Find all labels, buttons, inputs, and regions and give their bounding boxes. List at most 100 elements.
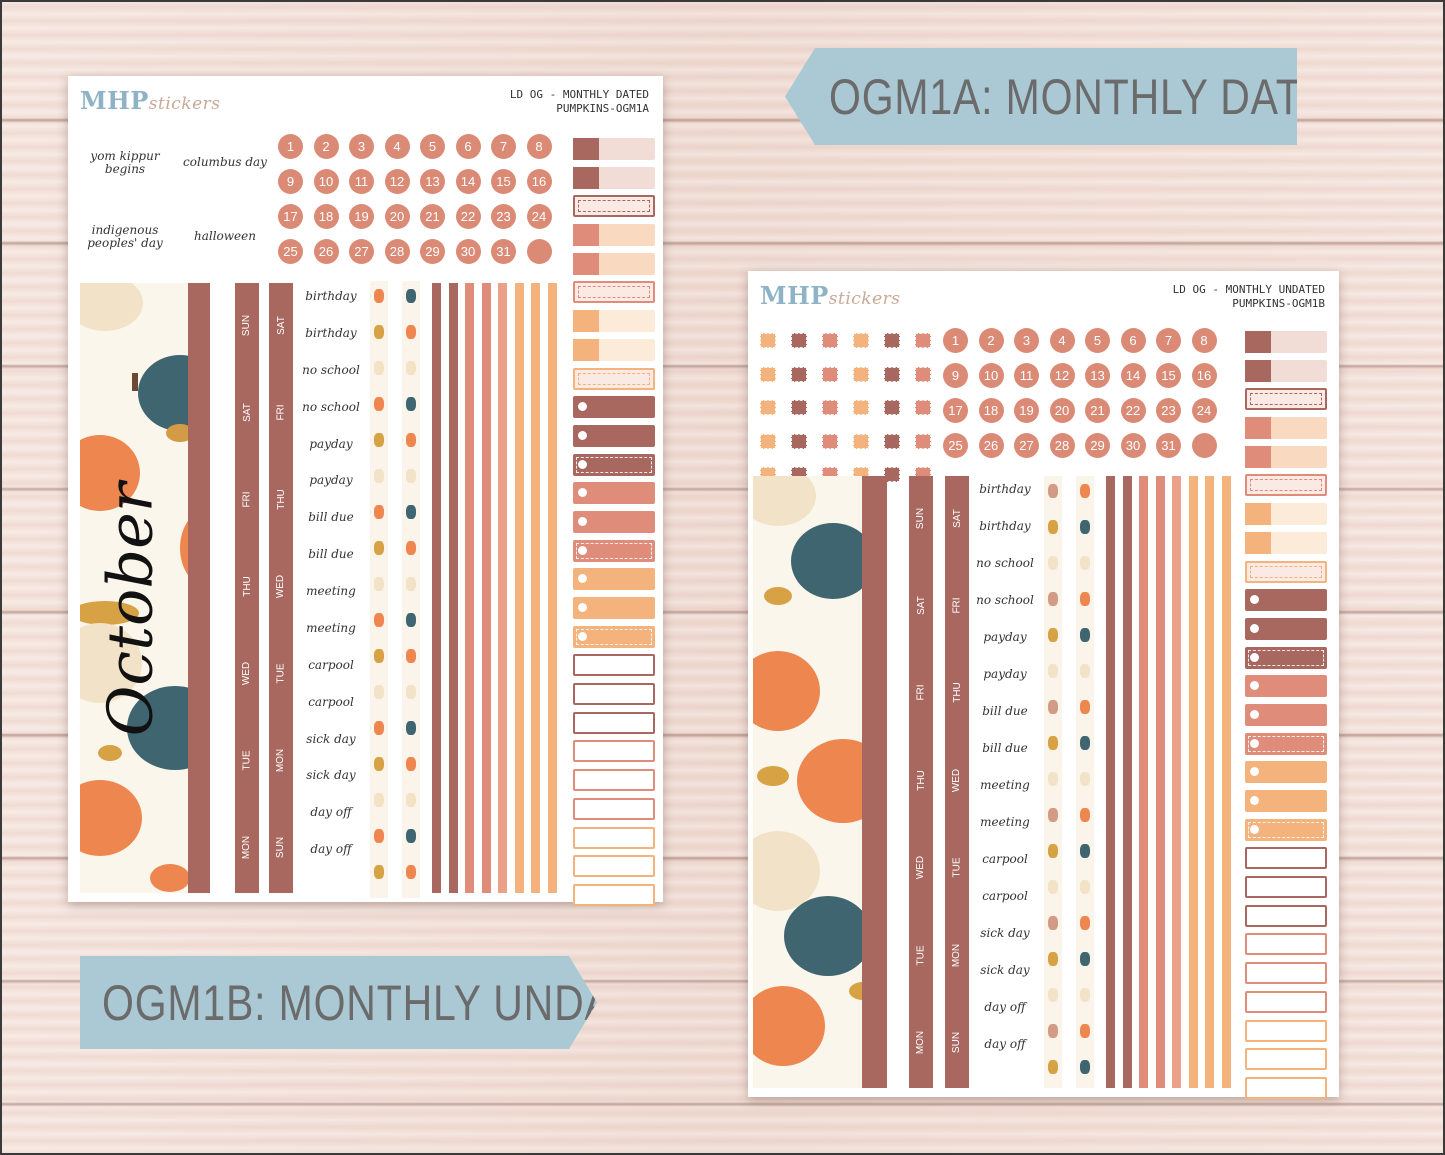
date-circle: 8 — [526, 134, 552, 159]
pumpkin-icon — [1080, 1060, 1090, 1074]
pumpkin-icon — [1048, 520, 1058, 534]
checklist-sticker — [1245, 761, 1327, 784]
pumpkin-icon — [374, 397, 384, 411]
checklist-sticker — [1245, 990, 1327, 1013]
square-checkbox-icon — [791, 433, 807, 449]
checklist-column — [573, 138, 655, 913]
color-stripe — [1205, 476, 1214, 1088]
day-label: MON — [269, 747, 293, 775]
checkbox-dot-icon — [1250, 623, 1259, 633]
checklist-sticker — [573, 539, 655, 562]
pumpkin-pattern-art — [753, 476, 865, 1066]
day-label-text: MON — [275, 749, 287, 773]
checklist-sticker — [1245, 933, 1327, 956]
checklist-sticker — [573, 195, 655, 218]
holiday-words: yom kippur begins columbus day indigenou… — [80, 150, 280, 290]
square-checkbox-icon — [822, 400, 838, 415]
checklist-side — [573, 224, 599, 247]
date-circle: 4 — [1049, 328, 1075, 353]
day-label: MON — [235, 834, 259, 862]
color-stripe — [1188, 476, 1198, 1088]
color-stripe — [448, 283, 458, 893]
sheet-code-line1: LD OG - MONTHLY UNDATED — [1172, 283, 1325, 296]
checklist-sticker — [1245, 589, 1327, 612]
checklist-sticker — [573, 826, 655, 849]
pumpkin-pattern-art — [80, 283, 192, 892]
date-circle: 11 — [349, 169, 374, 194]
checklist-sticker — [1245, 560, 1327, 583]
date-circle: 31 — [1156, 433, 1181, 458]
event-word: sick day — [980, 926, 1030, 940]
checklist-dash — [576, 628, 652, 645]
day-label: THU — [945, 679, 969, 707]
checkbox-dot-icon — [578, 603, 587, 612]
date-circles-grid: 1 2 3 4 5 6 7 8 9 10 11 12 13 14 15 16 17 18 19 20 21 22 23 24 2… — [278, 134, 556, 264]
day-label-text: SAT — [241, 402, 253, 422]
pumpkin-icon — [374, 721, 384, 735]
square-checkbox-icon — [822, 366, 838, 382]
day-label: SUN — [945, 1029, 969, 1057]
date-circle: 18 — [313, 204, 339, 229]
date-circle: 5 — [1085, 328, 1110, 353]
checklist-side — [573, 138, 599, 160]
pumpkin-icon — [1080, 808, 1090, 822]
decor-strip — [402, 281, 420, 898]
day-label-text: SAT — [915, 596, 927, 615]
event-word: meeting — [980, 778, 1030, 792]
pumpkin-icon — [374, 541, 384, 555]
checklist-sticker — [573, 855, 655, 878]
day-label-text: THU — [951, 682, 963, 704]
day-label: SAT — [909, 591, 933, 619]
date-circle: 7 — [491, 134, 516, 159]
date-circle: 26 — [978, 433, 1004, 458]
event-word: birthday — [305, 289, 357, 303]
day-label-text: MON — [951, 943, 963, 967]
square-checkbox-icon — [853, 400, 869, 415]
checklist-sticker — [573, 281, 655, 304]
date-circle: 23 — [491, 204, 516, 229]
pumpkin-icon — [406, 541, 416, 555]
square-checkbox-icon — [791, 366, 807, 382]
pumpkin-icon — [406, 577, 416, 591]
color-stripe — [1122, 476, 1132, 1088]
event-word: sick day — [980, 963, 1030, 977]
event-word: birthday — [979, 519, 1031, 533]
checklist-sticker — [1245, 445, 1327, 468]
pumpkin-icon — [374, 469, 384, 483]
event-word: payday — [983, 667, 1027, 681]
event-word: payday — [983, 630, 1027, 644]
color-stripes — [1106, 476, 1236, 1088]
event-words-column: birthday birthday no school no school payday… — [294, 283, 368, 893]
checklist-sticker — [1245, 417, 1327, 440]
day-label: SAT — [235, 398, 259, 426]
day-label-text: THU — [275, 489, 287, 510]
day-label: WED — [235, 660, 259, 688]
day-label-text: THU — [241, 576, 253, 597]
day-strip: SAT FRI THU WED TUE MON SUN — [945, 476, 969, 1088]
square-checkbox-icon — [760, 366, 776, 382]
checklist-sticker — [1245, 503, 1327, 526]
pumpkin-icon — [374, 505, 384, 519]
sheet-code-line1: LD OG - MONTHLY DATED — [509, 88, 649, 101]
square-checkbox-icon — [853, 433, 869, 449]
checklist-sticker — [573, 769, 655, 792]
date-circle: 6 — [1120, 328, 1146, 353]
day-label-text: THU — [915, 770, 927, 791]
pumpkin-icon — [1048, 556, 1058, 570]
checklist-dash — [1248, 735, 1324, 752]
day-label: SUN — [269, 834, 293, 862]
square-checkbox-icon — [822, 333, 838, 348]
day-label: FRI — [235, 485, 259, 513]
pumpkin-icon — [1048, 808, 1058, 822]
pumpkin-icon — [1048, 592, 1058, 606]
checklist-column — [1245, 331, 1327, 1106]
checklist-side — [573, 338, 599, 361]
event-word: day off — [984, 1037, 1026, 1051]
checklist-sticker — [1245, 876, 1327, 899]
tag-monthly-undated: OGM1B: MONTHLY UNDATED — [80, 956, 597, 1049]
checklist-side — [573, 166, 599, 189]
date-circle: 13 — [1085, 363, 1110, 388]
square-checkbox-icon — [915, 400, 931, 415]
checklist-dash — [1248, 821, 1324, 838]
checklist-sticker — [573, 396, 655, 419]
